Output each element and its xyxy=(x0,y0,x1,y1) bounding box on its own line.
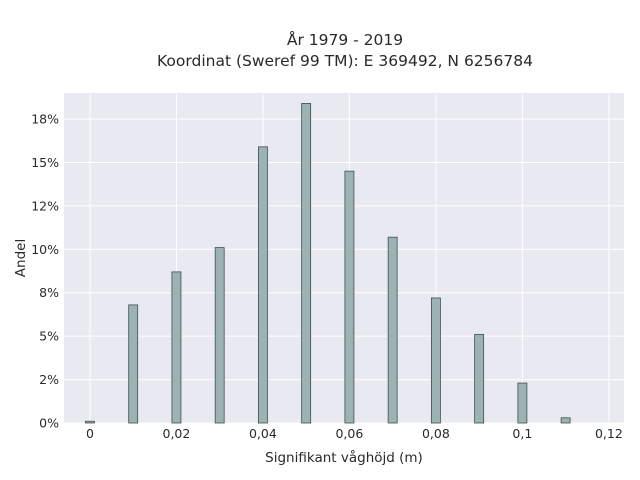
y-tick-label-2: 5% xyxy=(39,329,59,344)
bar-3 xyxy=(214,247,225,424)
y-tick-label-1: 2% xyxy=(39,372,59,387)
x-tick-label-3: 0,06 xyxy=(335,426,363,441)
y-axis-label: Andel xyxy=(13,239,29,277)
grid-lines xyxy=(64,93,624,424)
y-tick-label-0: 0% xyxy=(39,416,59,431)
x-tick-labels: 0 0,02 0,04 0,06 0,08 0,1 0,12 xyxy=(86,426,623,441)
y-tick-labels: 0% 2% 5% 8% 10% 12% 15% 18% xyxy=(31,112,59,431)
bar-9 xyxy=(474,334,485,424)
bar-4 xyxy=(258,146,268,424)
x-tick-label-0: 0 xyxy=(86,426,94,441)
x-tick-label-5: 0,1 xyxy=(512,426,532,441)
bar-5 xyxy=(301,103,312,424)
y-tick-label-7: 18% xyxy=(31,112,59,127)
bar-11 xyxy=(560,417,571,424)
y-tick-label-5: 12% xyxy=(31,198,59,213)
x-tick-label-1: 0,02 xyxy=(163,426,191,441)
x-axis-label: Signifikant våghöjd (m) xyxy=(265,449,423,466)
y-tick-label-6: 15% xyxy=(31,155,59,170)
bar-10 xyxy=(517,382,528,424)
bar-6 xyxy=(344,170,355,424)
bars xyxy=(85,103,571,424)
bar-0 xyxy=(85,420,95,424)
x-tick-label-6: 0,12 xyxy=(595,426,623,441)
x-tick-label-2: 0,04 xyxy=(249,426,277,441)
bar-8 xyxy=(430,297,441,424)
plot-area xyxy=(64,93,624,423)
y-tick-label-4: 10% xyxy=(31,242,59,257)
bar-7 xyxy=(387,236,398,424)
bar-1 xyxy=(128,304,139,424)
bar-2 xyxy=(171,271,182,424)
chart-title-line-1: År 1979 - 2019 xyxy=(287,30,403,49)
y-tick-label-3: 8% xyxy=(39,285,59,300)
chart-title-line-2: Koordinat (Sweref 99 TM): E 369492, N 62… xyxy=(157,52,533,70)
x-tick-label-4: 0,08 xyxy=(422,426,450,441)
